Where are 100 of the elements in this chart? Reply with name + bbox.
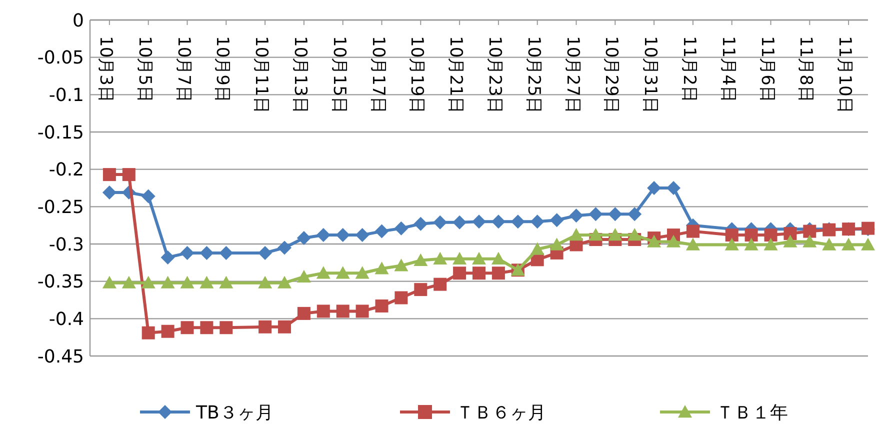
point (180, 276, 194, 288)
point (200, 321, 214, 334)
point (491, 252, 506, 265)
point (569, 228, 584, 241)
point (588, 228, 603, 241)
x-tick-label: 10月11日 (251, 36, 272, 114)
point (141, 276, 156, 288)
point (433, 215, 448, 230)
point (784, 227, 797, 240)
point (452, 215, 467, 230)
point (102, 185, 116, 200)
point (628, 228, 642, 241)
point (394, 221, 408, 236)
y-tick-label: -0.15 (37, 122, 84, 144)
y-tick-label: -0.35 (37, 272, 84, 293)
point (744, 238, 758, 250)
point (608, 228, 622, 241)
point (452, 252, 467, 265)
point (336, 266, 350, 279)
point (316, 228, 330, 242)
x-tick-label: 10月29日 (601, 36, 622, 114)
y-tick-label: -0.45 (37, 346, 84, 368)
point (142, 326, 155, 340)
point (764, 238, 778, 250)
point (356, 304, 369, 318)
point (258, 320, 272, 334)
point (296, 270, 311, 282)
point (510, 214, 525, 229)
x-tick-label: 10月3日 (95, 36, 116, 102)
point (569, 208, 584, 223)
point (822, 238, 836, 250)
point (122, 168, 136, 182)
point (316, 304, 330, 318)
point (472, 214, 486, 229)
point (160, 276, 175, 288)
point (491, 214, 506, 229)
point (122, 276, 136, 288)
point (258, 246, 272, 260)
point (434, 278, 447, 291)
point (453, 266, 466, 280)
point (803, 224, 816, 238)
point (550, 238, 564, 250)
point (278, 276, 292, 288)
point (278, 240, 292, 255)
x-tick-label: 10月13日 (290, 36, 310, 114)
x-tick-label: 11月8日 (796, 36, 816, 102)
x-tick-label: 10月9日 (212, 36, 232, 102)
point (433, 252, 448, 265)
x-tick-label: 10月17日 (368, 36, 388, 114)
point (374, 262, 389, 274)
x-tick-label: 10月5日 (134, 36, 154, 102)
point (744, 228, 758, 242)
legend-label: ＴＢ１年 (716, 402, 788, 424)
point (492, 266, 505, 280)
point (647, 234, 662, 248)
point (530, 242, 544, 255)
point (472, 252, 486, 265)
x-tick-label: 11月4日 (718, 36, 738, 102)
point (414, 253, 428, 266)
point (141, 189, 156, 204)
point (102, 276, 116, 288)
y-tick-label: -0.4 (48, 308, 84, 330)
x-tick-label: 10月31日 (640, 36, 660, 114)
point (316, 266, 330, 279)
point (783, 234, 798, 248)
point (764, 228, 778, 242)
point (628, 207, 642, 222)
point (686, 238, 700, 250)
point (724, 238, 739, 250)
point (374, 224, 389, 238)
legend-label: TB３ヶ月 (195, 402, 274, 424)
point (355, 228, 370, 242)
point (336, 228, 350, 242)
point (550, 213, 564, 228)
point (296, 231, 311, 246)
point (861, 238, 875, 250)
point (686, 224, 700, 238)
point (219, 276, 234, 288)
point (180, 321, 194, 334)
y-tick-label: -0.2 (48, 160, 84, 181)
x-tick-label: 11月2日 (678, 36, 699, 102)
point (394, 291, 408, 304)
point (375, 299, 388, 312)
point (530, 214, 544, 229)
point (160, 250, 175, 264)
legend-label: ＴＢ６ヶ月 (456, 402, 546, 424)
x-tick-label: 10月7日 (173, 36, 194, 102)
x-tick-label: 10月21日 (446, 36, 466, 114)
point (336, 304, 350, 318)
point (258, 276, 272, 288)
point (414, 283, 428, 296)
x-tick-label: 10月19日 (406, 36, 427, 114)
point (297, 306, 310, 320)
x-tick-label: 11月10日 (834, 36, 855, 114)
point (180, 246, 194, 260)
point (355, 266, 370, 279)
point (608, 207, 622, 222)
point (647, 181, 662, 195)
point (414, 216, 428, 231)
x-tick-label: 10月23日 (484, 36, 504, 114)
